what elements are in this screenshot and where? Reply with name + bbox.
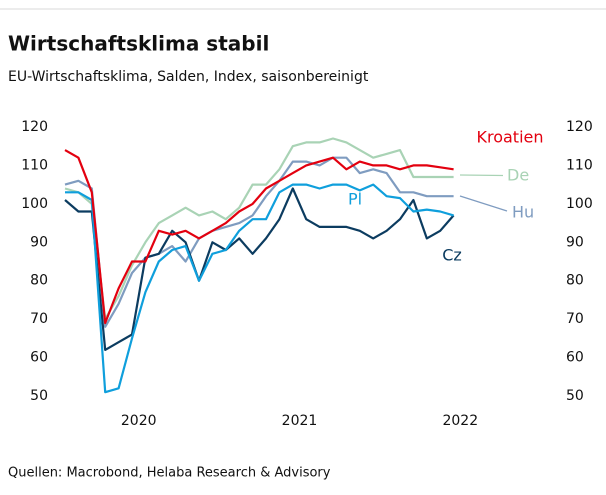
y2-tick-label: 60 bbox=[566, 350, 584, 366]
chart-subtitle: EU-Wirtschaftsklima, Salden, Index, sais… bbox=[8, 69, 369, 85]
series-line bbox=[64, 137, 454, 321]
y-tick-label: 50 bbox=[30, 388, 48, 404]
series-label: Cz bbox=[442, 246, 462, 265]
series-label: Kroatien bbox=[476, 128, 543, 147]
y2-tick-label: 50 bbox=[566, 388, 584, 404]
series-label: De bbox=[507, 166, 529, 185]
y-tick-label: 60 bbox=[30, 350, 48, 366]
y-tick-label: 70 bbox=[30, 311, 48, 327]
y-tick-label: 90 bbox=[30, 234, 48, 250]
label-leader bbox=[459, 174, 504, 177]
y2-tick-label: 110 bbox=[566, 157, 593, 173]
y-tick-label: 120 bbox=[21, 119, 48, 135]
x-tick-label: 2020 bbox=[121, 413, 157, 429]
x-tick-label: 2021 bbox=[282, 413, 318, 429]
series-line bbox=[65, 183, 454, 394]
source: Quellen: Macrobond, Helaba Research & Ad… bbox=[8, 466, 331, 481]
y2-tick-label: 90 bbox=[566, 234, 584, 250]
series-line bbox=[64, 187, 455, 351]
y2-tick-label: 80 bbox=[566, 273, 584, 289]
series-label: Pl bbox=[348, 190, 362, 209]
series-line bbox=[64, 149, 454, 325]
y-tick-label: 80 bbox=[30, 273, 48, 289]
y-tick-label: 110 bbox=[21, 157, 48, 173]
series-line bbox=[64, 156, 454, 328]
y2-tick-label: 120 bbox=[566, 119, 593, 135]
series-label: Hu bbox=[512, 203, 534, 222]
y-tick-label: 100 bbox=[21, 196, 48, 212]
chart-title: Wirtschaftsklima stabil bbox=[8, 32, 269, 56]
label-leader bbox=[459, 195, 508, 212]
y2-tick-label: 100 bbox=[566, 196, 593, 212]
y2-tick-label: 70 bbox=[566, 311, 584, 327]
x-tick-label: 2022 bbox=[442, 413, 478, 429]
